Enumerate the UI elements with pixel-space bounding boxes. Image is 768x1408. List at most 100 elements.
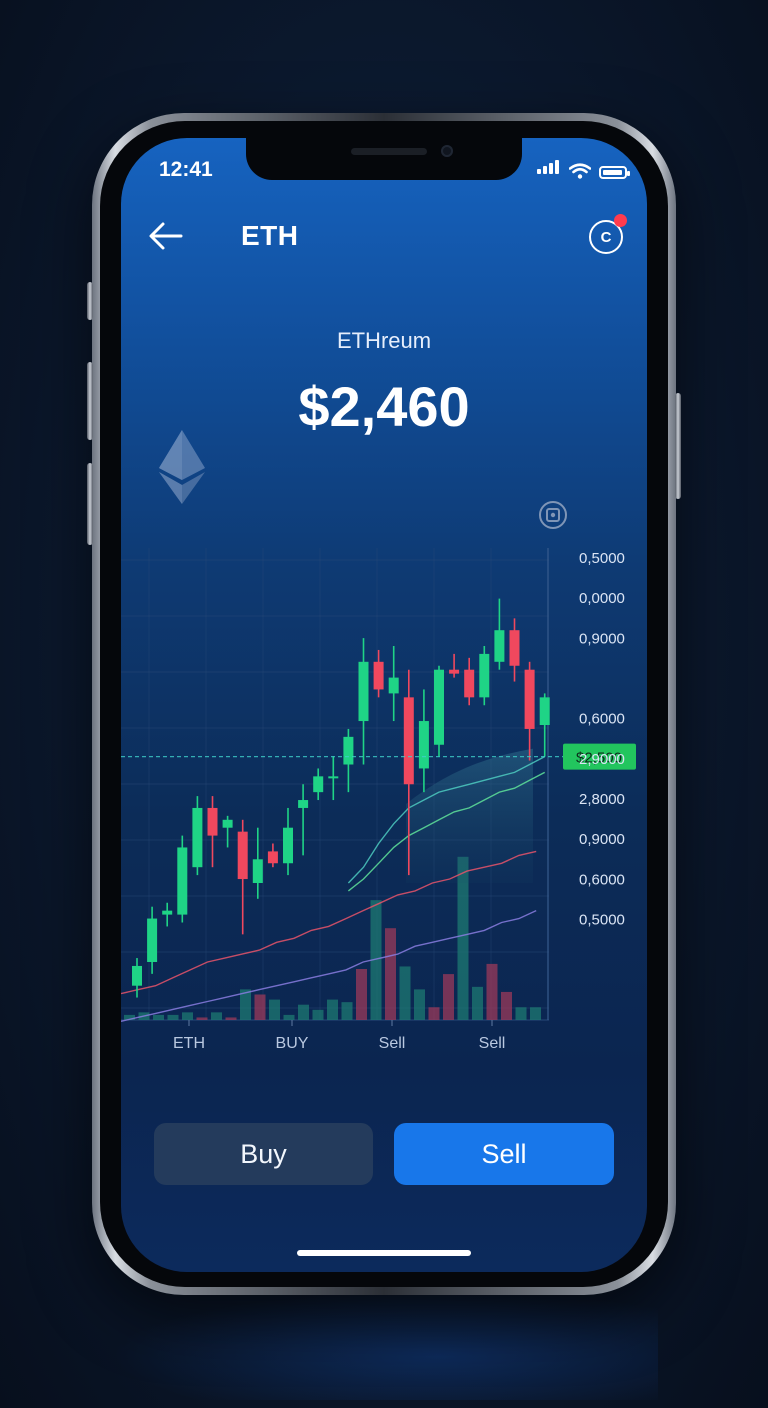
currency-symbol: C <box>600 228 612 246</box>
candle-bull <box>283 827 293 864</box>
current-price-line: $2,500 <box>121 743 636 770</box>
volume-bar <box>283 1014 295 1020</box>
volume-bar <box>428 1007 440 1020</box>
volume-bar <box>341 1002 353 1020</box>
buy-button[interactable]: Buy <box>154 1123 373 1185</box>
status-icons <box>537 160 630 179</box>
volume-bar <box>472 986 483 1020</box>
volume-bars <box>124 856 541 1020</box>
volume-bar <box>443 974 454 1020</box>
candle-bear <box>464 669 475 698</box>
candle-bear <box>373 661 384 690</box>
candle-bull <box>147 918 158 962</box>
candle-bull <box>298 800 309 808</box>
volume-bar <box>240 989 251 1020</box>
candle-bull <box>132 965 142 986</box>
candle-bull <box>313 776 324 793</box>
volume-bar <box>211 1012 222 1020</box>
y-axis-label: 0,6000 <box>579 711 625 728</box>
ma-line-ma-green <box>347 771 546 892</box>
volume-bar <box>124 1014 135 1020</box>
y-axis-label: 2,8000 <box>579 791 625 808</box>
volume-bar <box>254 994 266 1020</box>
candle-bull <box>192 807 203 868</box>
candle-bull <box>222 819 233 828</box>
notification-dot <box>614 214 627 227</box>
volume-bar <box>515 1007 527 1020</box>
volume-bar <box>269 999 280 1020</box>
volume-bar <box>356 969 367 1020</box>
x-axis-label: Sell <box>379 1035 406 1052</box>
y-axis-label: 0,5000 <box>579 550 625 567</box>
y-axis-label: 0,9000 <box>579 630 625 647</box>
ma-line-ma-purple <box>121 909 537 1022</box>
volume-bar <box>414 989 425 1020</box>
candle-bull <box>252 859 263 883</box>
volume-bar <box>457 856 469 1020</box>
candle-bull <box>328 776 339 779</box>
ethereum-logo-icon <box>159 430 205 504</box>
price-chart[interactable]: $2,500 0,5000 0,0000 0,9000 0,6000 2,9000 2,8… <box>121 518 647 1078</box>
volume-bar <box>385 928 396 1020</box>
candle-bull <box>162 910 173 915</box>
price-area-fill <box>406 748 533 883</box>
x-axis-label: ETH <box>173 1035 205 1052</box>
power-button <box>675 393 681 499</box>
volume-bar <box>327 999 338 1020</box>
volume-up-button <box>87 362 93 440</box>
status-time: 12:41 <box>159 158 213 181</box>
back-button[interactable] <box>147 220 185 252</box>
volume-bar <box>182 1012 193 1020</box>
y-axis-label: 0,6000 <box>579 871 625 888</box>
volume-bar <box>298 1004 309 1020</box>
volume-down-button <box>87 463 93 545</box>
candle-bear <box>449 669 460 674</box>
volume-bar <box>370 900 382 1020</box>
y-axis-label: 0,5000 <box>579 912 625 929</box>
y-axis-label: 2,9000 <box>579 751 625 768</box>
candle-bull <box>388 677 399 694</box>
current-price-tag <box>563 743 636 770</box>
ma-line-ma-red <box>121 850 537 995</box>
volume-bar <box>312 1009 324 1020</box>
candle-bull <box>177 847 188 915</box>
candle-bull <box>358 661 369 722</box>
candle-bull <box>539 697 550 725</box>
home-indicator <box>297 1250 471 1256</box>
wifi-icon <box>569 163 591 179</box>
phone-reflection <box>110 1290 658 1400</box>
battery-icon <box>599 166 630 179</box>
chart-settings-button[interactable] <box>538 500 568 530</box>
volume-bar <box>153 1014 164 1020</box>
candle-bull <box>418 721 429 769</box>
ma-line-ma-cyan <box>347 755 546 884</box>
arrow-left-icon <box>149 222 183 250</box>
y-axis-label: 0,9000 <box>579 831 625 848</box>
sell-button[interactable]: Sell <box>394 1123 614 1185</box>
candle-bear <box>237 831 248 880</box>
x-axis-label: Sell <box>479 1035 506 1052</box>
volume-bar <box>399 966 411 1020</box>
candle-bear <box>509 630 520 666</box>
nav-title: ETH <box>241 220 299 251</box>
current-price-label: $2,500 <box>576 750 622 767</box>
candle-bear <box>524 669 535 729</box>
candle-bear <box>267 851 278 864</box>
volume-bar <box>530 1007 541 1020</box>
candle-bear <box>403 697 414 785</box>
volume-bar <box>486 963 498 1020</box>
coin-price: $2,460 <box>298 375 470 438</box>
signal-icon <box>537 160 561 179</box>
moving-averages <box>121 755 546 1022</box>
x-axis: ETH BUY Sell Sell <box>173 1020 505 1052</box>
notch <box>246 138 522 180</box>
mute-switch <box>87 282 93 320</box>
candle-bull <box>494 630 505 662</box>
volume-bar <box>196 1017 208 1020</box>
candle-bull <box>434 669 444 745</box>
coin-name: ETHreum <box>336 328 432 353</box>
price-area <box>406 748 533 883</box>
candle-bear <box>207 807 218 836</box>
app-screen: 12:41 ETH C ETHreum $2,460 <box>121 138 647 1272</box>
currency-button[interactable]: C <box>589 220 623 254</box>
